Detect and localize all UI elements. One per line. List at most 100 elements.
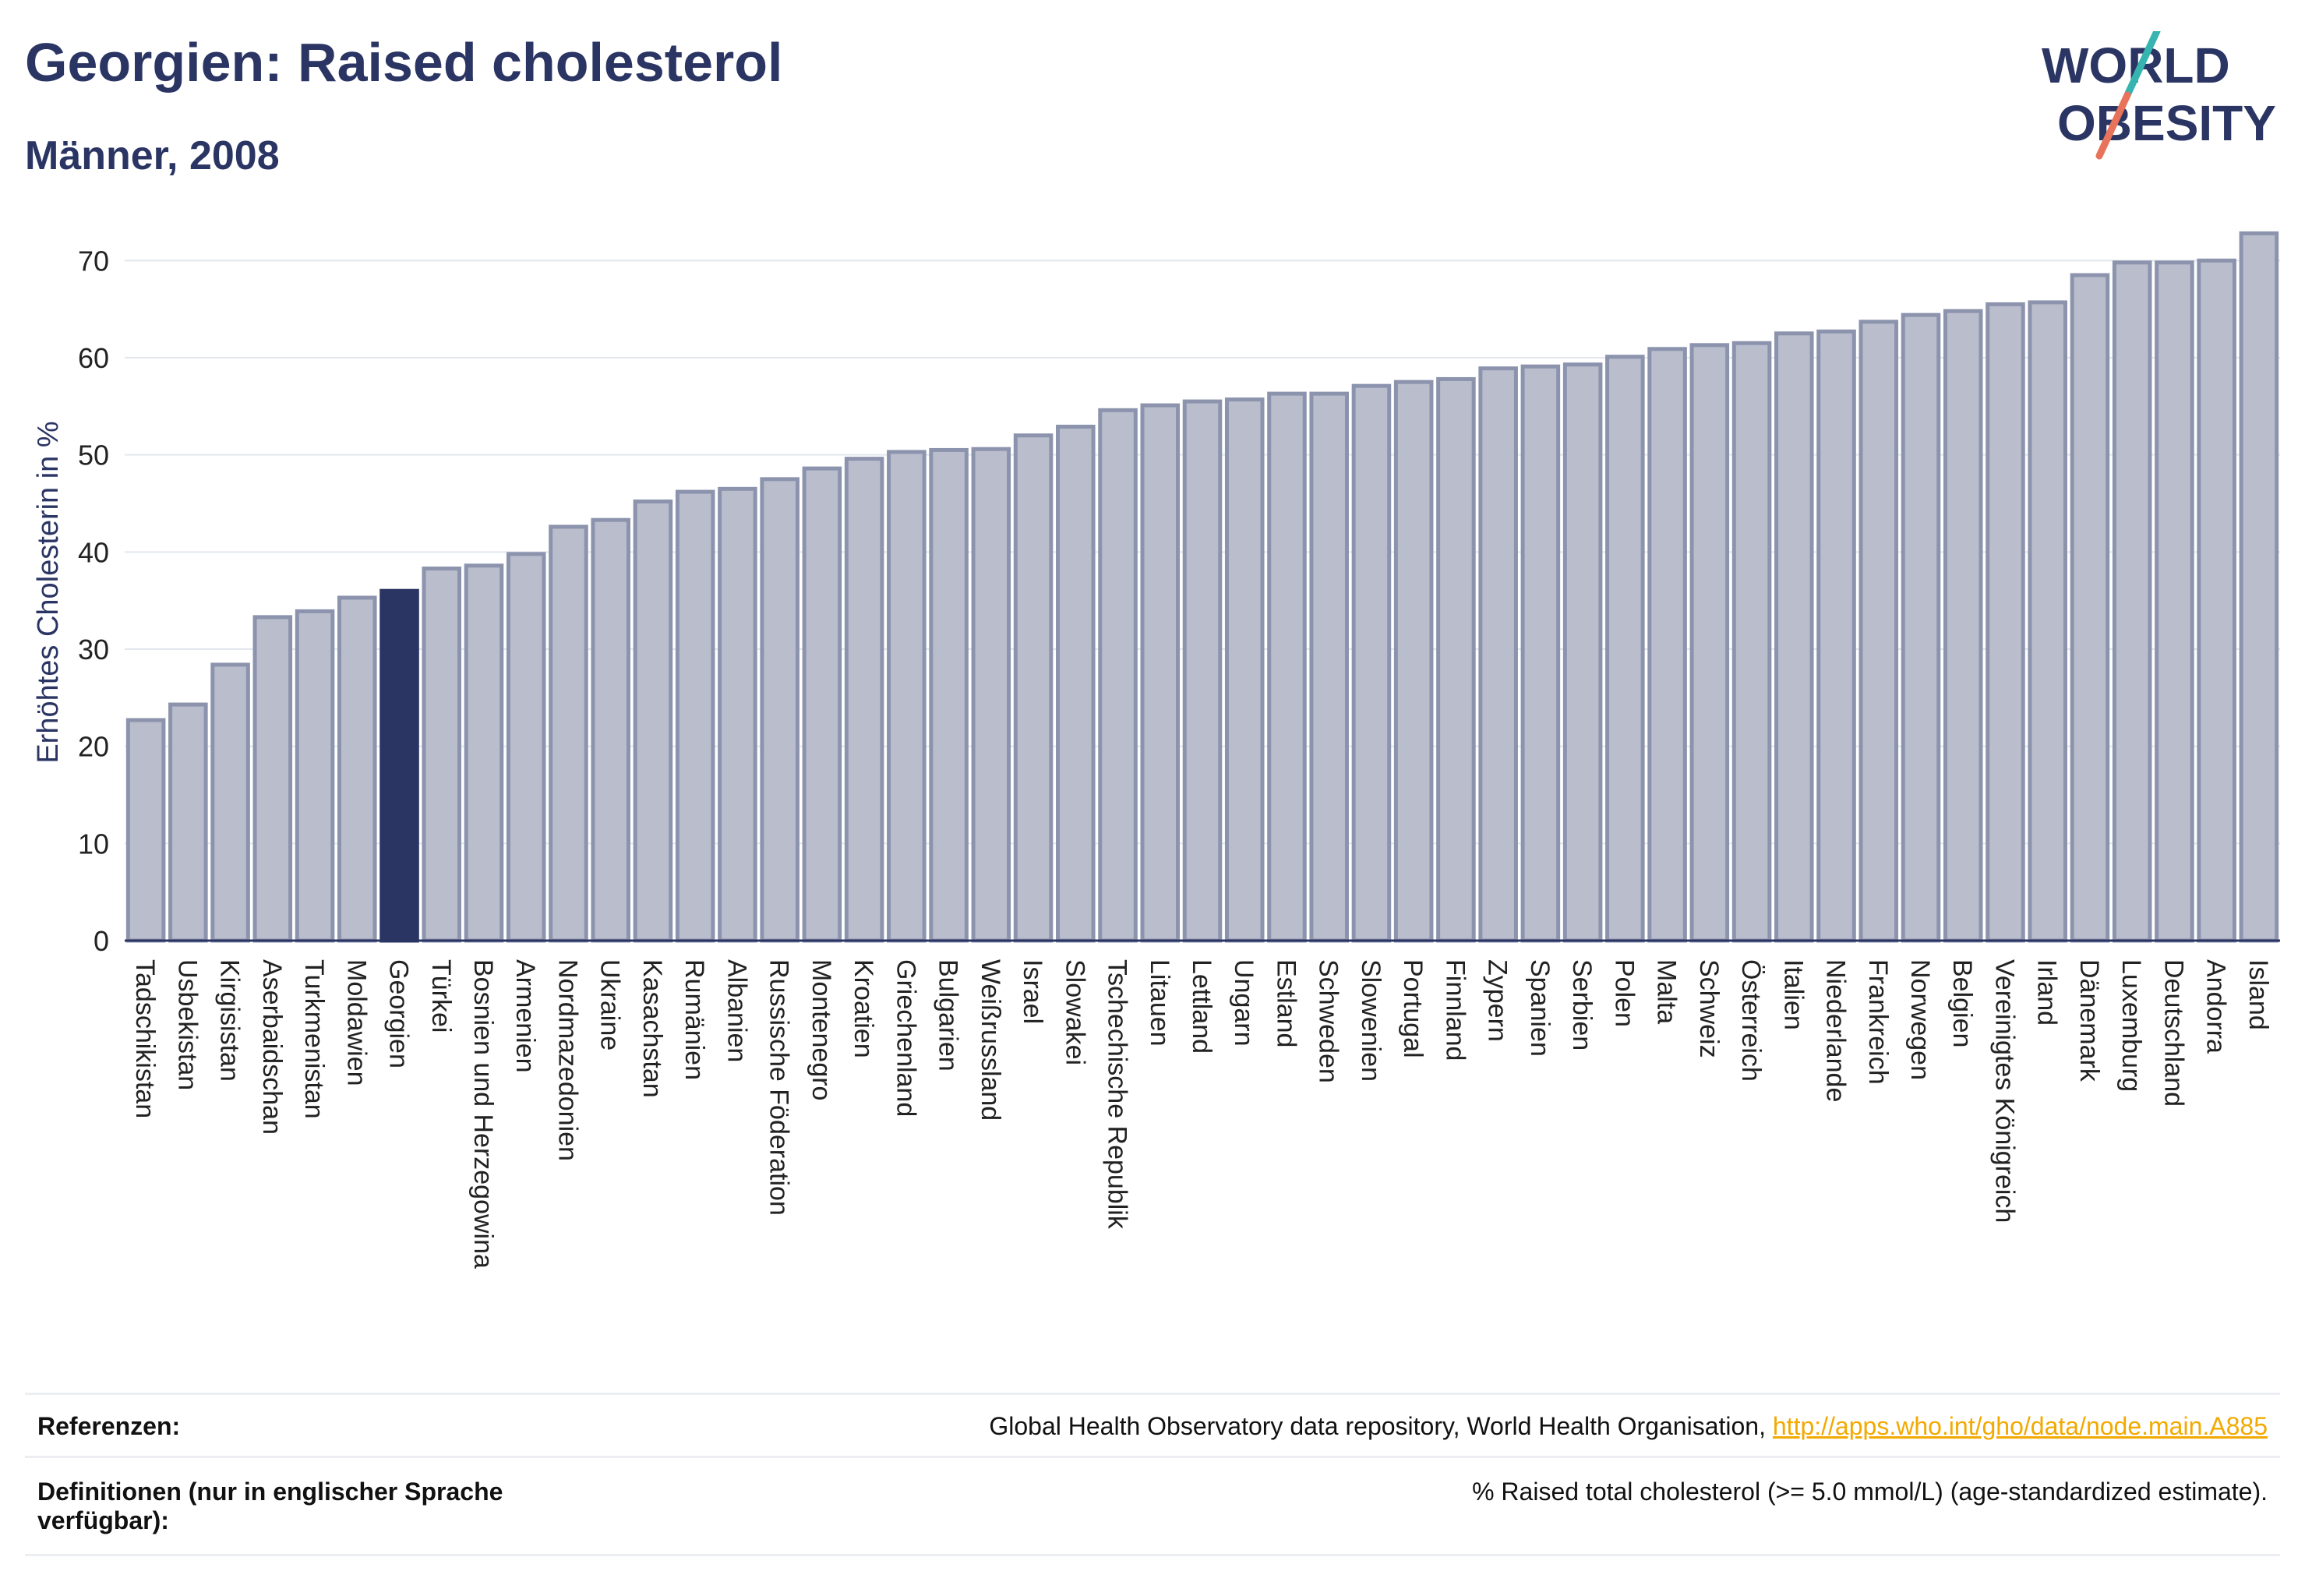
chart-title: Georgien: Raised cholesterol <box>25 32 783 93</box>
bar-bosnien-und-herzegowina <box>464 563 504 943</box>
x-tick-label: Finnland <box>1440 959 1470 1061</box>
x-tick-label: Malta <box>1652 959 1682 1024</box>
x-tick-label: Belgien <box>1947 959 1977 1047</box>
y-tick-label: 50 <box>78 440 109 471</box>
bar-tschechische-republik <box>1098 408 1138 943</box>
bars <box>125 231 2279 943</box>
bar-montenegro <box>802 466 842 943</box>
x-tick-label: Tadschikistan <box>130 959 160 1118</box>
y-tick-label: 30 <box>78 634 109 666</box>
x-tick-label: Bulgarien <box>934 959 963 1072</box>
bar-rumänien <box>675 489 715 943</box>
logo-slash-teal-icon <box>2123 31 2161 99</box>
bar-moldawien <box>337 595 377 943</box>
bar-nordmazedonien <box>549 524 588 943</box>
x-tick-label: Deutschland <box>2159 959 2188 1107</box>
x-tick-label: Montenegro <box>807 959 836 1100</box>
bar-kirgisistan <box>210 662 250 943</box>
x-tick-label: Portugal <box>1398 959 1428 1058</box>
definitions-row: Definitionen (nur in englischer Sprache … <box>25 1478 2280 1555</box>
references-label: Referenzen: <box>37 1412 181 1440</box>
definitions-value: % Raised total cholesterol (>= 5.0 mmol/… <box>1472 1478 2268 1506</box>
x-tick-label: Spanien <box>1525 959 1555 1057</box>
x-tick-label: Dänemark <box>2074 959 2104 1082</box>
chart-subtitle: Männer, 2008 <box>25 133 280 178</box>
x-tick-label: Moldawien <box>341 959 371 1086</box>
bar-turkmenistan <box>295 609 335 943</box>
bar-spanien <box>1520 364 1561 943</box>
x-tick-label: Kasachstan <box>637 959 667 1098</box>
bar-griechenland <box>887 450 927 943</box>
bar-schweiz <box>1689 343 1730 943</box>
bar-kroatien <box>844 457 884 943</box>
bar-finnland <box>1436 376 1476 943</box>
y-tick-label: 70 <box>78 245 109 277</box>
x-tick-label: Island <box>2243 959 2273 1030</box>
y-tick-labels: 0 10 20 30 40 50 60 70 <box>78 245 109 957</box>
x-tick-label: Russische Föderation <box>764 959 794 1216</box>
x-tick-label: Frankreich <box>1863 959 1893 1085</box>
footer-divider-middle <box>25 1456 2280 1458</box>
x-tick-label: Irland <box>2032 959 2062 1026</box>
bar-schweden <box>1309 391 1349 943</box>
x-tick-label: Armenien <box>510 959 540 1073</box>
x-tick-label: Luxemburg <box>2116 959 2146 1092</box>
bar-portugal <box>1393 380 1434 943</box>
bar-usbekistan <box>168 702 208 943</box>
bar-armenien <box>506 552 546 943</box>
x-tick-label: Ukraine <box>595 959 625 1050</box>
references-link[interactable]: http://apps.who.int/gho/data/node.main.A… <box>1772 1412 2268 1440</box>
x-tick-label: Albanien <box>722 959 751 1062</box>
bar-israel <box>1013 433 1054 943</box>
bar-belgien <box>1943 309 1983 943</box>
bar-ukraine <box>591 517 630 943</box>
bar-niederlande <box>1816 329 1856 943</box>
x-tick-label: Usbekistan <box>172 959 202 1090</box>
x-tick-label: Zypern <box>1483 959 1513 1042</box>
bar-vereinigtes-königreich <box>1986 302 2025 943</box>
bar-andorra <box>2197 258 2236 943</box>
y-tick-label: 40 <box>78 536 109 568</box>
bar-albanien <box>718 486 757 943</box>
bar-lettland <box>1182 399 1223 943</box>
bar-georgien <box>379 588 419 943</box>
x-tick-label: Nordmazedonien <box>552 959 582 1161</box>
bar-island <box>2239 231 2279 943</box>
y-tick-label: 10 <box>78 828 109 860</box>
references-value: Global Health Observatory data repositor… <box>989 1412 2268 1441</box>
bar-frankreich <box>1858 320 1899 943</box>
bar-russische-föderation <box>760 477 800 943</box>
bar-slowenien <box>1351 383 1392 943</box>
definitions-label: Definitionen (nur in englischer Sprache … <box>37 1478 503 1535</box>
bar-deutschland <box>2155 260 2194 943</box>
bar-slowakei <box>1056 425 1096 943</box>
x-tick-label: Andorra <box>2201 959 2231 1054</box>
x-tick-label: Vereinigtes Königreich <box>1989 959 2019 1223</box>
x-tick-label: Rumänien <box>679 959 709 1080</box>
logo-line2: OBESITY <box>2057 95 2276 151</box>
x-tick-label: Türkei <box>426 959 456 1033</box>
footer-divider-bottom <box>25 1554 2280 1556</box>
x-tick-label: Tschechische Republik <box>1103 959 1132 1230</box>
bar-türkei <box>422 567 462 943</box>
x-tick-labels: Tadschikistan Usbekistan Kirgisistan Aserba… <box>130 959 2273 1269</box>
x-tick-label: Schweiz <box>1694 959 1724 1058</box>
bar-zypern <box>1478 366 1518 943</box>
x-tick-label: Norwegen <box>1905 959 1935 1080</box>
world-obesity-logo: WORLD OBESITY <box>2042 31 2276 160</box>
bar-italien <box>1774 331 1814 943</box>
bar-österreich <box>1731 341 1772 943</box>
x-tick-label: Ungarn <box>1229 959 1258 1047</box>
x-tick-label: Schweden <box>1314 959 1343 1083</box>
y-axis-label: Erhöhtes Cholesterin in % <box>32 421 65 763</box>
y-tick-label: 20 <box>78 731 109 763</box>
definitions-label-line2: verfügbar): <box>37 1506 169 1534</box>
bar-ungarn <box>1224 397 1265 943</box>
x-tick-label: Turkmenistan <box>299 959 329 1119</box>
definitions-label-line1: Definitionen (nur in englischer Sprache <box>37 1478 503 1506</box>
bar-serbien <box>1562 362 1603 943</box>
bar-polen <box>1605 355 1645 943</box>
bar-luxemburg <box>2112 260 2152 943</box>
x-tick-label: Slowenien <box>1356 959 1385 1082</box>
logo-slash-coral-icon <box>2095 91 2131 160</box>
